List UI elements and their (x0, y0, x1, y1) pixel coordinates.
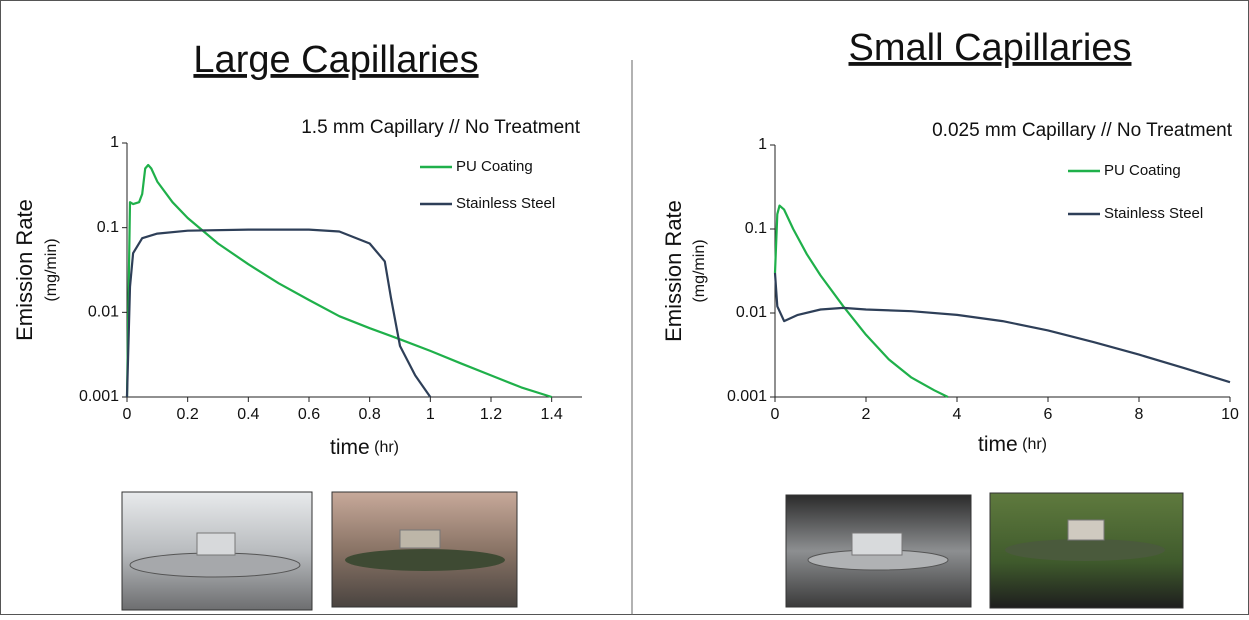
y-axis-label: Emission Rate (12, 199, 37, 341)
y-tick-label: 0.01 (88, 304, 119, 321)
x-axis-label-text: time (978, 433, 1018, 456)
x-tick-label: 0.4 (237, 406, 259, 423)
legend-label: Stainless Steel (456, 195, 555, 212)
x-tick-label: 0 (771, 406, 780, 423)
x-tick-label: 1 (426, 406, 435, 423)
chart-subtitle: 1.5 mm Capillary // No Treatment (301, 117, 580, 138)
photo (786, 495, 971, 607)
slide: Large Capillaries 1.5 mm Capillary // No … (0, 0, 1249, 615)
x-tick-label: 0.6 (298, 406, 320, 423)
x-tick-label: 4 (953, 406, 962, 423)
chart-title: Small Capillaries (849, 27, 1132, 69)
x-axis-unit: (hr) (1022, 436, 1047, 453)
x-tick-label: 1.4 (541, 406, 563, 423)
photo (332, 492, 517, 607)
legend-label: Stainless Steel (1104, 205, 1203, 222)
chart-subtitle: 0.025 mm Capillary // No Treatment (932, 120, 1233, 141)
y-axis-unit: (mg/min) (691, 239, 708, 302)
y-tick-label: 0.01 (736, 304, 767, 321)
y-tick-label: 1 (110, 134, 119, 151)
x-tick-label: 2 (862, 406, 871, 423)
x-axis-unit: (hr) (374, 439, 399, 456)
x-tick-label: 0.8 (359, 406, 381, 423)
x-axis-label: time (hr) (978, 433, 1047, 456)
x-tick-label: 1.2 (480, 406, 502, 423)
photo (990, 493, 1183, 608)
y-tick-label: 0.1 (745, 220, 767, 237)
legend-label: PU Coating (456, 158, 533, 175)
x-tick-label: 0.2 (177, 406, 199, 423)
x-tick-label: 0 (123, 406, 132, 423)
y-tick-label: 0.001 (727, 388, 767, 405)
x-axis-label-text: time (330, 436, 370, 459)
x-tick-label: 8 (1135, 406, 1144, 423)
chart-title: Large Capillaries (193, 39, 478, 81)
x-tick-label: 10 (1221, 406, 1239, 423)
y-tick-label: 0.001 (79, 388, 119, 405)
y-axis-label: Emission Rate (661, 200, 686, 342)
y-tick-label: 0.1 (97, 219, 119, 236)
x-axis-label: time (hr) (330, 436, 399, 459)
y-axis-unit: (mg/min) (43, 238, 60, 301)
legend-label: PU Coating (1104, 162, 1181, 179)
x-tick-label: 6 (1044, 406, 1053, 423)
photo (122, 492, 312, 610)
y-tick-label: 1 (758, 136, 767, 153)
